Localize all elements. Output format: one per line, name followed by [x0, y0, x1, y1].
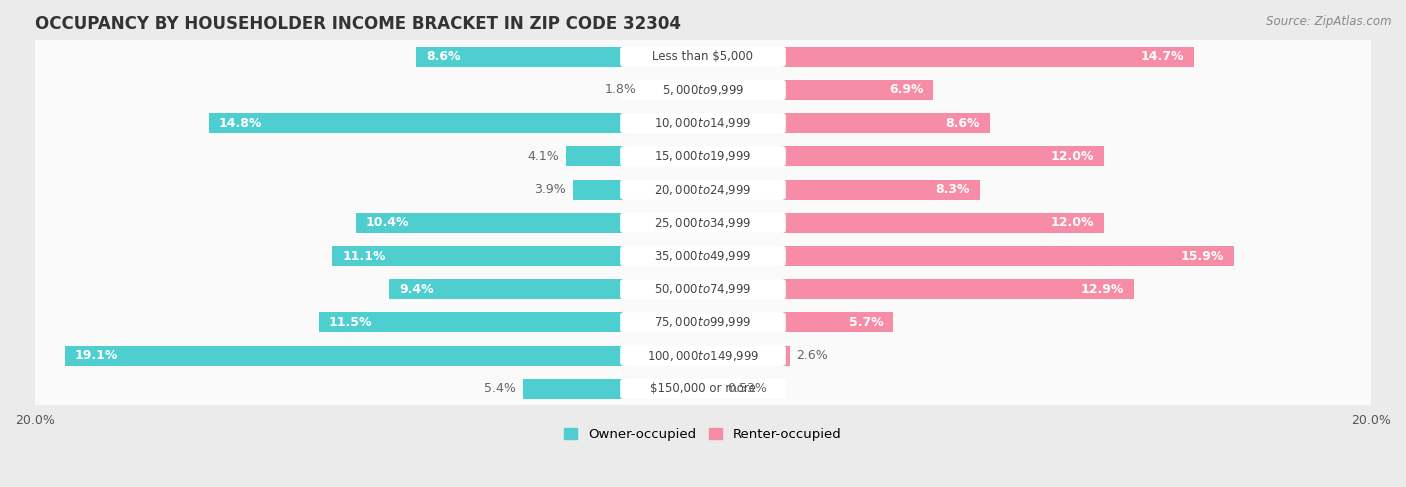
Text: 6.9%: 6.9%	[889, 83, 924, 96]
Text: $100,000 to $149,999: $100,000 to $149,999	[647, 349, 759, 363]
Bar	[783, 313, 893, 333]
Text: OCCUPANCY BY HOUSEHOLDER INCOME BRACKET IN ZIP CODE 32304: OCCUPANCY BY HOUSEHOLDER INCOME BRACKET …	[35, 15, 681, 33]
FancyBboxPatch shape	[31, 270, 1375, 309]
Text: 14.7%: 14.7%	[1140, 50, 1184, 63]
Legend: Owner-occupied, Renter-occupied: Owner-occupied, Renter-occupied	[560, 423, 846, 447]
Text: 11.1%: 11.1%	[342, 249, 385, 262]
FancyBboxPatch shape	[620, 246, 786, 266]
FancyBboxPatch shape	[620, 379, 786, 399]
Text: $35,000 to $49,999: $35,000 to $49,999	[654, 249, 752, 263]
Bar	[416, 47, 623, 67]
Bar	[783, 80, 934, 100]
Bar	[208, 113, 623, 133]
Text: 12.0%: 12.0%	[1050, 216, 1094, 229]
Bar	[783, 279, 1133, 299]
Bar	[319, 313, 623, 333]
Bar	[783, 47, 1194, 67]
FancyBboxPatch shape	[31, 104, 1375, 143]
Text: 0.53%: 0.53%	[727, 382, 768, 395]
FancyBboxPatch shape	[620, 113, 786, 133]
Text: 5.7%: 5.7%	[849, 316, 883, 329]
Text: 12.9%: 12.9%	[1080, 283, 1123, 296]
Bar	[567, 147, 623, 167]
Bar	[783, 113, 990, 133]
Text: $10,000 to $14,999: $10,000 to $14,999	[654, 116, 752, 130]
FancyBboxPatch shape	[31, 203, 1375, 243]
Text: 5.4%: 5.4%	[484, 382, 516, 395]
Text: $150,000 or more: $150,000 or more	[650, 382, 756, 395]
Text: 9.4%: 9.4%	[399, 283, 433, 296]
FancyBboxPatch shape	[620, 180, 786, 200]
FancyBboxPatch shape	[31, 302, 1375, 343]
Text: $25,000 to $34,999: $25,000 to $34,999	[654, 216, 752, 230]
FancyBboxPatch shape	[620, 213, 786, 233]
Bar	[783, 147, 1104, 167]
FancyBboxPatch shape	[31, 236, 1375, 276]
FancyBboxPatch shape	[620, 147, 786, 167]
Text: $5,000 to $9,999: $5,000 to $9,999	[662, 83, 744, 97]
Text: $50,000 to $74,999: $50,000 to $74,999	[654, 282, 752, 296]
FancyBboxPatch shape	[31, 137, 1375, 176]
FancyBboxPatch shape	[31, 336, 1375, 376]
Text: 11.5%: 11.5%	[329, 316, 373, 329]
Text: 15.9%: 15.9%	[1181, 249, 1225, 262]
Bar	[523, 379, 623, 399]
Text: 10.4%: 10.4%	[366, 216, 409, 229]
Text: 1.8%: 1.8%	[605, 83, 636, 96]
Text: 8.6%: 8.6%	[426, 50, 460, 63]
Text: $20,000 to $24,999: $20,000 to $24,999	[654, 183, 752, 197]
Text: 4.1%: 4.1%	[527, 150, 560, 163]
Bar	[332, 246, 623, 266]
FancyBboxPatch shape	[620, 313, 786, 333]
FancyBboxPatch shape	[31, 70, 1375, 110]
FancyBboxPatch shape	[31, 369, 1375, 409]
FancyBboxPatch shape	[31, 170, 1375, 209]
FancyBboxPatch shape	[31, 236, 1375, 276]
Text: 3.9%: 3.9%	[534, 183, 567, 196]
Bar	[389, 279, 623, 299]
Bar	[783, 346, 790, 366]
FancyBboxPatch shape	[620, 279, 786, 299]
FancyBboxPatch shape	[31, 70, 1375, 110]
Text: $15,000 to $19,999: $15,000 to $19,999	[654, 150, 752, 163]
Text: 14.8%: 14.8%	[219, 117, 262, 130]
FancyBboxPatch shape	[620, 80, 786, 100]
Text: 12.0%: 12.0%	[1050, 150, 1094, 163]
Bar	[783, 213, 1104, 233]
FancyBboxPatch shape	[620, 346, 786, 366]
Bar	[356, 213, 623, 233]
FancyBboxPatch shape	[31, 336, 1375, 375]
Text: 19.1%: 19.1%	[75, 349, 118, 362]
Text: 2.6%: 2.6%	[797, 349, 828, 362]
FancyBboxPatch shape	[31, 203, 1375, 243]
FancyBboxPatch shape	[31, 303, 1375, 342]
Bar	[572, 180, 623, 200]
FancyBboxPatch shape	[31, 37, 1375, 76]
FancyBboxPatch shape	[31, 369, 1375, 409]
FancyBboxPatch shape	[620, 47, 786, 67]
Bar	[783, 246, 1234, 266]
Text: $75,000 to $99,999: $75,000 to $99,999	[654, 316, 752, 330]
FancyBboxPatch shape	[31, 136, 1375, 177]
Text: Less than $5,000: Less than $5,000	[652, 50, 754, 63]
Text: 8.6%: 8.6%	[946, 117, 980, 130]
Bar	[65, 346, 623, 366]
Bar	[783, 180, 980, 200]
Text: Source: ZipAtlas.com: Source: ZipAtlas.com	[1267, 15, 1392, 28]
FancyBboxPatch shape	[31, 37, 1375, 77]
FancyBboxPatch shape	[31, 103, 1375, 143]
FancyBboxPatch shape	[31, 169, 1375, 210]
Text: 8.3%: 8.3%	[936, 183, 970, 196]
FancyBboxPatch shape	[31, 269, 1375, 310]
